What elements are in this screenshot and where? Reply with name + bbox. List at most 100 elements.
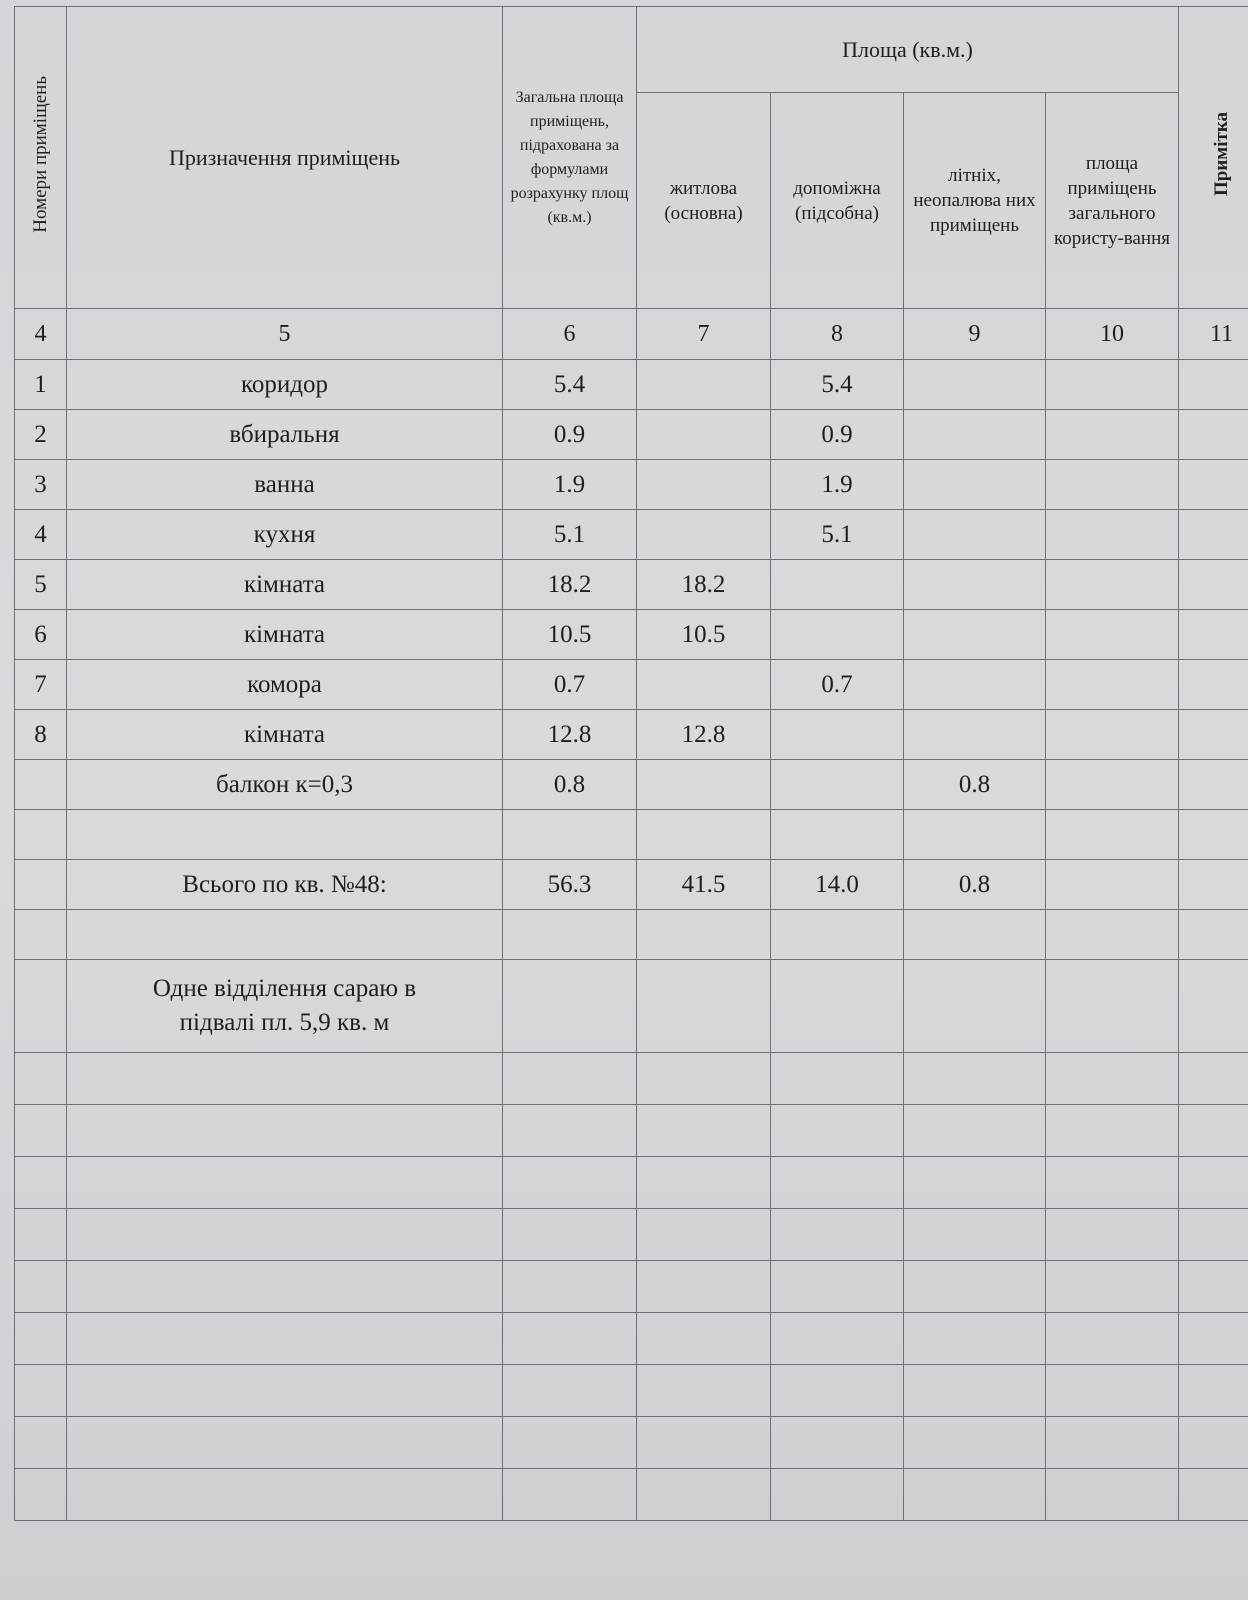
cell-note: [1178, 659, 1248, 710]
blank-cell: [66, 1416, 503, 1469]
table-row: 6 кімната 10.5 10.5: [14, 609, 1248, 660]
cell-common: [1044, 459, 1180, 510]
cell-summer: [903, 459, 1046, 510]
blank-cell: [1044, 1052, 1180, 1105]
table-row: 2 вбиральня 0.9 0.9: [14, 409, 1248, 460]
blank-row: [14, 1104, 1248, 1157]
total-living: 41.5: [636, 859, 771, 910]
blank-row: [14, 1052, 1248, 1105]
cell-living: [636, 409, 771, 460]
blank-cell: [1178, 1208, 1248, 1261]
blank-row: [14, 1312, 1248, 1365]
cell-purpose: кімната: [66, 559, 503, 610]
blank-cell: [1178, 1364, 1248, 1417]
blank-cell: [636, 1364, 771, 1417]
cell-note: [1178, 709, 1248, 760]
note-row: Одне відділення сараю в підвалі пл. 5,9 …: [14, 959, 1248, 1053]
blank-cell: [502, 1208, 637, 1261]
blank-cell: [770, 1312, 904, 1365]
blank-cell: [1178, 1156, 1248, 1209]
cell-aux: 5.4: [770, 359, 904, 410]
cell-living: [636, 659, 771, 710]
cell-common: [1044, 759, 1180, 810]
header-purpose: Призначення приміщень: [66, 6, 503, 309]
blank-cell: [502, 1468, 637, 1521]
total-area: 56.3: [502, 859, 637, 910]
cell-no: 1: [14, 359, 67, 410]
blank-cell: [1178, 1104, 1248, 1157]
blank-cell: [770, 1208, 904, 1261]
header-note: Примітка: [1178, 6, 1248, 309]
blank-cell: [903, 1312, 1046, 1365]
blank-row: [14, 1416, 1248, 1469]
blank-row: [14, 1156, 1248, 1209]
cell-summer: [903, 359, 1046, 410]
blank-cell: [770, 1156, 904, 1209]
blank-cell: [66, 1312, 503, 1365]
cell-aux: 1.9: [770, 459, 904, 510]
column-number-row: 4 5 6 7 8 9 10 11: [14, 308, 1248, 360]
cell-total: 0.9: [502, 409, 637, 460]
cell-note: [1178, 459, 1248, 510]
cell-summer: 0.8: [903, 759, 1046, 810]
blank-cell: [1178, 1260, 1248, 1313]
blank-cell: [66, 1208, 503, 1261]
cell-total: 1.9: [502, 459, 637, 510]
header-area-group: Площа (кв.м.): [635, 6, 1180, 93]
area-table: Номери приміщень Призначення приміщень З…: [14, 6, 1248, 1521]
cell-no: 7: [14, 659, 67, 710]
cell-total: 0.7: [502, 659, 637, 710]
blank-cell: [1178, 1052, 1248, 1105]
cell-common: [1044, 409, 1180, 460]
column-number: 9: [903, 308, 1046, 360]
header-room-numbers: Номери приміщень: [14, 6, 67, 309]
cell-living: [636, 359, 771, 410]
blank-cell: [502, 1260, 637, 1313]
blank-cell: [903, 1260, 1046, 1313]
cell-living: 12.8: [636, 709, 771, 760]
blank-cell: [502, 1312, 637, 1365]
cell-note: [1178, 609, 1248, 660]
cell-purpose: коридор: [66, 359, 503, 410]
blank-cell: [903, 1052, 1046, 1105]
cell-living: [636, 509, 771, 560]
column-number: 4: [14, 308, 67, 360]
cell-note: [1178, 559, 1248, 610]
table-row: 7 комора 0.7 0.7: [14, 659, 1248, 710]
blank-cell: [636, 1312, 771, 1365]
cell-no: 8: [14, 709, 67, 760]
blank-cell: [14, 1104, 67, 1157]
cell-purpose: кімната: [66, 709, 503, 760]
blank-cell: [636, 1052, 771, 1105]
blank-row: [14, 1468, 1248, 1521]
total-label: Всього по кв. №48:: [66, 859, 503, 910]
column-number: 7: [636, 308, 771, 360]
blank-cell: [903, 1364, 1046, 1417]
cell-summer: [903, 659, 1046, 710]
header-common: площа приміщень загального користу-вання: [1044, 92, 1180, 309]
blank-cell: [1044, 1364, 1180, 1417]
cell-purpose: кімната: [66, 609, 503, 660]
cell-aux: [770, 559, 904, 610]
blank-cell: [66, 1052, 503, 1105]
cell-living: [636, 459, 771, 510]
header-summer: літніх, неопалюва них приміщень: [903, 92, 1046, 309]
blank-cell: [1044, 1312, 1180, 1365]
blank-cell: [14, 1260, 67, 1313]
blank-cell: [1178, 1416, 1248, 1469]
empty-row: [14, 909, 1248, 960]
cell-no: 2: [14, 409, 67, 460]
blank-cell: [66, 1260, 503, 1313]
blank-cell: [66, 1364, 503, 1417]
table-row: 1 коридор 5.4 5.4: [14, 359, 1248, 410]
cell-summer: [903, 609, 1046, 660]
cell-common: [1044, 659, 1180, 710]
blank-cell: [636, 1156, 771, 1209]
cell-common: [1044, 709, 1180, 760]
cell-note: [1178, 509, 1248, 560]
cell-common: [1044, 609, 1180, 660]
empty-row: [14, 809, 1248, 860]
blank-cell: [636, 1260, 771, 1313]
cell-aux: 0.7: [770, 659, 904, 710]
cell-total: 18.2: [502, 559, 637, 610]
